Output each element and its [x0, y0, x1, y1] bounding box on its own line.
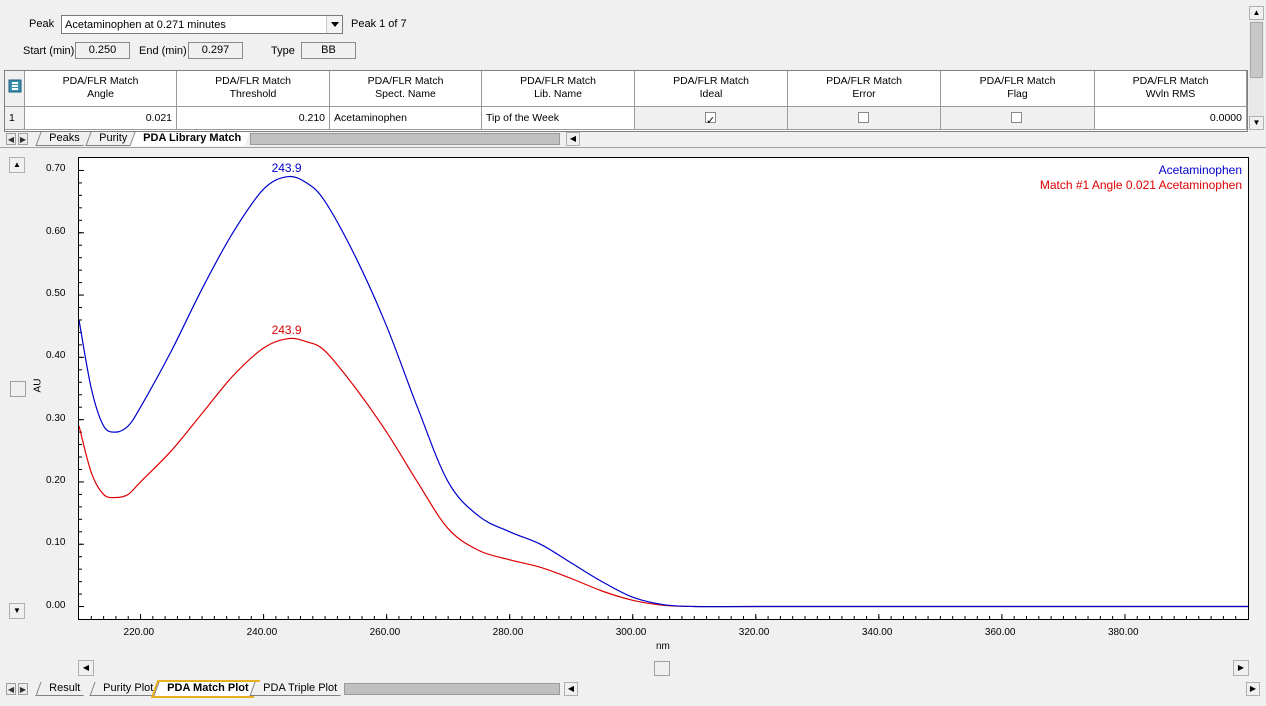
cell-flag: [941, 107, 1095, 130]
col-header-lib-name[interactable]: PDA/FLR Match Lib. Name: [482, 71, 635, 107]
y-tick-label: 0.30: [46, 412, 66, 424]
spectrum-chart: [79, 169, 1248, 619]
row-index[interactable]: 1: [5, 107, 25, 130]
plot-scroll-up-icon[interactable]: ▲: [9, 157, 25, 173]
results-table: PDA/FLR Match Angle PDA/FLR Match Threshol…: [4, 70, 1248, 132]
x-tick-label: 320.00: [738, 627, 770, 638]
tab-purity-plot[interactable]: Purity Plot: [89, 682, 162, 696]
flag-checkbox[interactable]: [1011, 112, 1022, 123]
tab-purity[interactable]: Purity: [85, 132, 136, 146]
x-tick-label: 220.00: [123, 627, 155, 638]
plot-vertical-scrollbar[interactable]: ▲ ▼: [9, 157, 27, 620]
x-tick-label: 300.00: [615, 627, 647, 638]
plot-tab-next-icon[interactable]: ▶: [18, 683, 28, 695]
scroll-thumb[interactable]: [1250, 22, 1263, 78]
peak-dropdown-value: Acetaminophen at 0.271 minutes: [65, 19, 226, 31]
legend-series-1: Acetaminophen: [1158, 163, 1242, 177]
plot-tab-scroll-right-icon[interactable]: ▶: [1246, 682, 1260, 696]
y-tick-label: 0.60: [46, 225, 66, 237]
plot-tab-prev-icon[interactable]: ◀: [6, 683, 16, 695]
cell-error: [788, 107, 941, 130]
tab-next-icon[interactable]: ▶: [18, 133, 28, 145]
y-tick-label: 0.10: [46, 537, 66, 549]
col-header-wvln-rms[interactable]: PDA/FLR Match Wvln RMS: [1095, 71, 1247, 107]
cell-angle[interactable]: 0.021: [25, 107, 177, 130]
plot-tab-scroll-left-icon[interactable]: ◀: [564, 682, 578, 696]
series-line-match-1: [79, 337, 1248, 608]
tab-result[interactable]: Result: [35, 682, 89, 696]
start-label: Start (min): [23, 45, 75, 57]
end-value: 0.297: [188, 42, 243, 59]
x-tick-label: 360.00: [984, 627, 1016, 638]
y-tick-label: 0.00: [46, 599, 66, 611]
tab-pda-match-plot[interactable]: PDA Match Plot: [151, 680, 260, 698]
plot-scroll-left-icon[interactable]: ◀: [78, 660, 94, 676]
tab-strip-scroll-track[interactable]: [250, 133, 560, 145]
cell-spect-name[interactable]: Acetaminophen: [330, 107, 482, 130]
x-tick-label: 280.00: [492, 627, 524, 638]
legend-series-2: Match #1 Angle 0.021 Acetaminophen: [1039, 178, 1242, 192]
col-header-error[interactable]: PDA/FLR Match Error: [788, 71, 941, 107]
plot-horizontal-scrollbar[interactable]: ◀ ▶: [78, 660, 1249, 677]
y-tick-label: 0.20: [46, 474, 66, 486]
tab-pda-library-match[interactable]: PDA Library Match: [129, 132, 250, 146]
col-header-angle[interactable]: PDA/FLR Match Angle: [25, 71, 177, 107]
end-label: End (min): [139, 45, 187, 57]
peak-count: Peak 1 of 7: [351, 18, 407, 30]
series-line-acetaminophen: [79, 175, 1248, 608]
y-tick-label: 0.70: [46, 163, 66, 175]
plot-hscroll-thumb[interactable]: [654, 661, 670, 676]
table-settings-icon: [8, 79, 21, 93]
type-value: BB: [301, 42, 356, 59]
table-vertical-scrollbar[interactable]: ▲ ▼: [1249, 6, 1264, 130]
col-header-ideal[interactable]: PDA/FLR Match Ideal: [635, 71, 788, 107]
x-axis-label: nm: [656, 641, 670, 652]
plot-tab-strip: ◀ ▶ Result Purity Plot PDA Match Plot PD…: [4, 680, 1262, 698]
spectrum-plot[interactable]: Acetaminophen Match #1 Angle 0.021 Aceta…: [78, 157, 1249, 620]
peak-dropdown[interactable]: Acetaminophen at 0.271 minutes: [61, 15, 343, 34]
y-tick-label: 0.50: [46, 288, 66, 300]
cell-ideal: [635, 107, 788, 130]
scroll-down-icon[interactable]: ▼: [1249, 116, 1264, 130]
ideal-checkbox[interactable]: [705, 110, 716, 129]
plot-scroll-thumb[interactable]: [10, 381, 26, 397]
tab-pda-triple-plot[interactable]: PDA Triple Plot: [249, 682, 346, 696]
col-header-threshold[interactable]: PDA/FLR Match Threshold: [177, 71, 330, 107]
cell-threshold[interactable]: 0.210: [177, 107, 330, 130]
y-tick-labels: 0.00 0.10 0.20 0.30 0.40 0.50 0.60 0.70: [0, 0, 78, 706]
scroll-up-icon[interactable]: ▲: [1249, 6, 1264, 20]
x-tick-label: 380.00: [1107, 627, 1139, 638]
cell-lib-name[interactable]: Tip of the Week: [482, 107, 635, 130]
results-tab-strip: ◀ ▶ Peaks Purity PDA Library Match ◀: [4, 132, 1262, 146]
col-header-spect-name[interactable]: PDA/FLR Match Spect. Name: [330, 71, 482, 107]
peak-label: 243.9: [271, 160, 302, 175]
table-corner[interactable]: [5, 71, 25, 107]
type-label: Type: [271, 45, 295, 57]
scroll-left-icon[interactable]: ◀: [566, 132, 580, 146]
x-tick-label: 260.00: [369, 627, 401, 638]
peak-label: Peak: [29, 18, 55, 30]
plot-scroll-right-icon[interactable]: ▶: [1233, 660, 1249, 676]
y-tick-label: 0.40: [46, 350, 66, 362]
peak-results-panel: Peak Acetaminophen at 0.271 minutes Peak…: [0, 0, 1266, 148]
col-header-flag[interactable]: PDA/FLR Match Flag: [941, 71, 1095, 107]
plot-tab-scroll-track[interactable]: [344, 683, 560, 695]
chevron-down-icon[interactable]: [326, 16, 342, 33]
peak-label: 243.9: [271, 322, 302, 337]
tab-prev-icon[interactable]: ◀: [6, 133, 16, 145]
x-tick-label: 340.00: [861, 627, 893, 638]
error-checkbox[interactable]: [858, 112, 869, 123]
plot-scroll-down-icon[interactable]: ▼: [9, 603, 25, 619]
start-value: 0.250: [75, 42, 130, 59]
cell-wvln-rms[interactable]: 0.0000: [1095, 107, 1247, 130]
x-tick-label: 240.00: [246, 627, 278, 638]
